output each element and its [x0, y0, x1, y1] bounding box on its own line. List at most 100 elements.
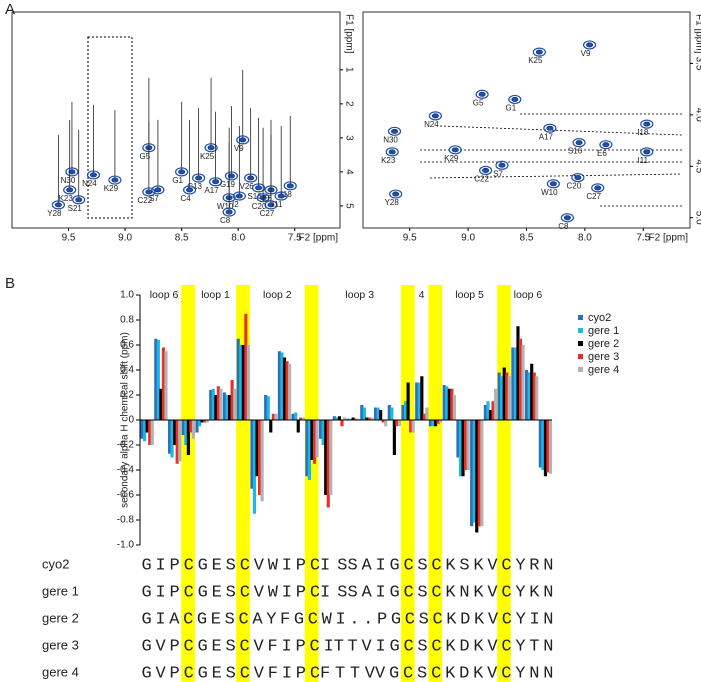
peak: [388, 149, 396, 155]
peak-label: I2: [232, 200, 239, 209]
contour-outer: [274, 191, 288, 201]
bar: [477, 420, 481, 527]
bar: [431, 420, 435, 427]
sequence-name: gere 4: [42, 664, 79, 679]
legend-label: gere 3: [588, 351, 619, 363]
bar: [450, 388, 454, 420]
bar: [277, 351, 281, 420]
bar: [518, 338, 523, 420]
peak-label: C4: [180, 194, 191, 203]
bar: [445, 386, 449, 420]
peak: [451, 147, 459, 153]
bar: [370, 417, 374, 420]
selection-box: [87, 36, 133, 219]
peak: [267, 202, 275, 208]
peak: [207, 145, 215, 151]
bar: [466, 420, 470, 470]
bar: [360, 405, 364, 420]
sequence-name: cyo2: [42, 556, 69, 571]
contour-outer: [495, 160, 509, 170]
y-tick-label: 0.4: [120, 365, 134, 376]
bar: [200, 420, 204, 423]
bar: [186, 420, 190, 455]
peak: [54, 202, 62, 208]
peak: [594, 185, 602, 191]
peak: [227, 173, 235, 179]
peak-label: G1: [505, 104, 516, 113]
peak-label: S7: [149, 194, 159, 203]
contour-outer: [571, 173, 585, 183]
peak-label: V9: [234, 144, 244, 153]
bar: [299, 417, 303, 420]
contour-outer: [244, 173, 258, 183]
peak: [235, 193, 243, 199]
bar: [472, 420, 476, 523]
legend-label: gere 2: [588, 338, 619, 350]
peak-label: Y28: [47, 209, 62, 218]
bar: [422, 413, 426, 420]
peak: [178, 169, 186, 175]
bar: [483, 405, 487, 420]
bar: [329, 420, 333, 495]
sequence-segment: TVIGCSCKDKVCYTN: [348, 637, 554, 656]
peak: [186, 187, 194, 193]
bar: [530, 363, 534, 420]
contour-outer: [582, 40, 597, 50]
bar: [271, 413, 275, 420]
peak: [643, 149, 651, 155]
sequence-segment: GIPCGESCVWIPC: [142, 583, 321, 602]
bar: [532, 372, 536, 420]
bar: [543, 420, 548, 477]
bar: [214, 395, 218, 420]
contour-outer: [283, 181, 297, 191]
bar: [332, 416, 336, 420]
bar: [178, 420, 182, 462]
bar: [197, 420, 202, 427]
bar: [148, 420, 152, 445]
y-tick-label: 4.5: [693, 159, 701, 173]
bar: [411, 420, 415, 433]
bar: [500, 376, 504, 420]
y-tick-label: 0.2: [120, 390, 134, 401]
legend-swatch: [578, 354, 583, 359]
y-tick-label: 3.5: [693, 56, 701, 70]
loop-label: loop 5: [455, 289, 484, 301]
bar: [464, 420, 468, 470]
x-tick-label: 9.5: [62, 233, 76, 244]
peak-label: C8: [558, 222, 569, 231]
bar: [250, 420, 254, 489]
bar: [170, 420, 174, 458]
peak-label: A17: [204, 186, 219, 195]
bar: [546, 420, 550, 473]
bar: [258, 420, 262, 495]
loop-label: loop 2: [263, 289, 292, 301]
contour-outer: [389, 189, 403, 199]
legend-swatch: [578, 341, 583, 346]
bar: [310, 420, 314, 460]
contour-outer: [640, 147, 654, 157]
peak: [535, 49, 543, 55]
bar: [486, 401, 490, 420]
bar: [354, 418, 358, 420]
peak-label: N24: [424, 120, 439, 129]
bar: [209, 390, 213, 420]
peak: [574, 175, 582, 181]
contour-outer: [224, 171, 239, 181]
peak-label: E6: [262, 194, 272, 203]
peak-label: K23: [59, 194, 74, 203]
bar: [156, 340, 160, 420]
bar: [143, 420, 147, 442]
sequence-segment: T: [334, 637, 344, 656]
contour-outer: [475, 89, 489, 99]
y-tick-label: 1: [343, 67, 354, 73]
bar: [362, 407, 366, 420]
bar: [307, 420, 311, 480]
peak-label: I18: [637, 128, 649, 137]
contour-outer: [182, 185, 197, 195]
bar: [191, 420, 196, 439]
bar: [195, 420, 199, 433]
peak: [154, 187, 162, 193]
contour-outer: [256, 193, 270, 203]
peak: [478, 91, 486, 97]
bar: [181, 420, 185, 435]
